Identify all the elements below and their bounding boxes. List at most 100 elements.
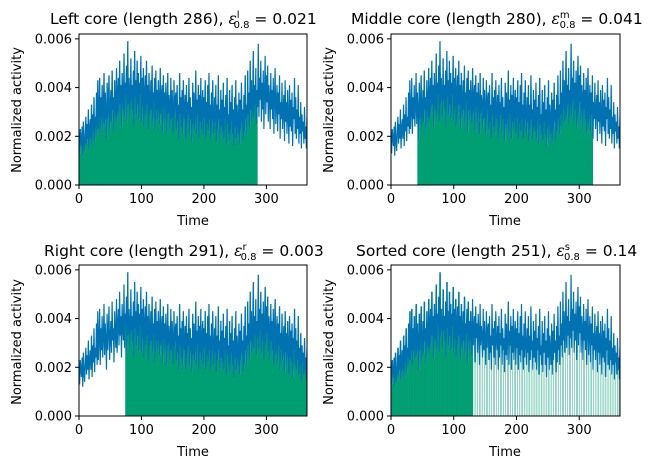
core-bar [465,352,466,416]
core-bar [449,291,451,416]
ytick-label: 0.000 [35,410,72,425]
plot-area-middle [391,41,620,185]
core-bar [434,303,436,416]
core-bar [444,316,446,416]
core-fill-middle [417,41,594,185]
panel-title-right: Right core (length 291), εr0.8 = 0.003 [44,242,324,264]
core-bar [442,347,444,416]
core-bar [448,345,450,416]
core-bar [448,311,450,416]
core-bar [402,369,404,416]
core-bar [433,316,434,416]
core-bar [412,328,414,416]
core-bar [401,379,402,416]
ytick-label: 0.002 [347,130,384,145]
core-bar [436,284,438,416]
plot-area-right [79,272,307,416]
core-bar [435,340,437,416]
core-bar [470,350,471,416]
panel-title-left: Left core (length 286), εl0.8 = 0.021 [50,10,317,32]
core-bar [396,372,397,416]
xlabel-left: Time [176,214,209,229]
core-bar [424,340,426,416]
core-bar [399,369,401,416]
xtick-label: 200 [192,192,217,207]
core-bar [447,328,449,416]
core-bar [429,323,431,416]
ytick-label: 0.002 [35,361,72,376]
core-bar [470,311,472,416]
core-bar [394,386,396,416]
core-bar [430,308,432,416]
axes-frame-sorted [390,264,621,417]
core-bar [460,359,462,416]
ytick-label: 0.004 [347,312,384,327]
core-bar [401,359,403,416]
axes-frame-left [78,33,308,186]
core-bar [471,330,473,416]
core-bar [438,325,439,416]
core-bar [464,296,466,416]
core-bar [407,357,409,416]
core-bar [399,355,401,416]
xtick-label: 0 [387,192,395,207]
activity-line-middle [391,41,620,156]
core-bar [417,323,419,416]
core-bar [451,350,453,416]
ytick-label: 0.004 [35,81,72,96]
core-bar [423,321,424,416]
core-bar [466,333,468,416]
xtick-label: 200 [192,423,217,438]
core-bar [450,303,452,416]
core-bar [416,303,418,416]
xtick-label: 100 [441,192,466,207]
panel-title-sorted: Sorted core (length 251), εs0.8 = 0.14 [356,242,638,264]
ytick-label: 0.002 [347,361,384,376]
xtick-label: 0 [387,423,395,438]
core-bar [428,347,429,416]
core-bar [468,301,470,416]
core-bar [396,381,398,416]
core-bar [459,335,461,416]
xtick-label: 300 [254,423,279,438]
core-bar [432,335,434,416]
xtick-label: 100 [129,423,154,438]
core-bar [410,359,412,416]
core-bar [428,299,430,416]
core-bar [460,316,461,416]
core-bar [422,338,424,416]
core-bar [424,301,426,416]
core-bar [439,352,441,416]
core-bar [454,308,456,416]
axes-frame-right [78,264,308,417]
core-bar [463,311,465,416]
activity-line-sorted [391,272,620,387]
core-bar [411,340,413,416]
core-bar [415,338,417,416]
core-bar [431,291,433,416]
core-bar [462,347,464,416]
core-bar [469,321,471,416]
xtick-label: 0 [75,423,83,438]
core-bar [419,350,421,416]
ylabel-right: Normalized activity [10,279,25,405]
core-bar [393,377,395,416]
core-bar [409,311,411,416]
panel-sorted: 0 100 200 300 0.000 0.002 0.004 0.006 [347,263,621,438]
ylabel-sorted: Normalized activity [322,279,337,405]
xlabel-right: Time [176,445,209,460]
ytick-label: 0.006 [35,263,72,278]
core-bar [414,316,416,416]
xlabel-sorted: Time [488,445,521,460]
core-bar [452,325,454,416]
xtick-label: 200 [504,192,529,207]
core-bar [443,330,445,416]
core-bar [392,369,394,416]
core-bar [433,357,435,416]
core-bar [434,328,436,416]
core-bar [451,313,453,416]
core-bar [441,323,443,416]
core-bar [429,352,431,416]
